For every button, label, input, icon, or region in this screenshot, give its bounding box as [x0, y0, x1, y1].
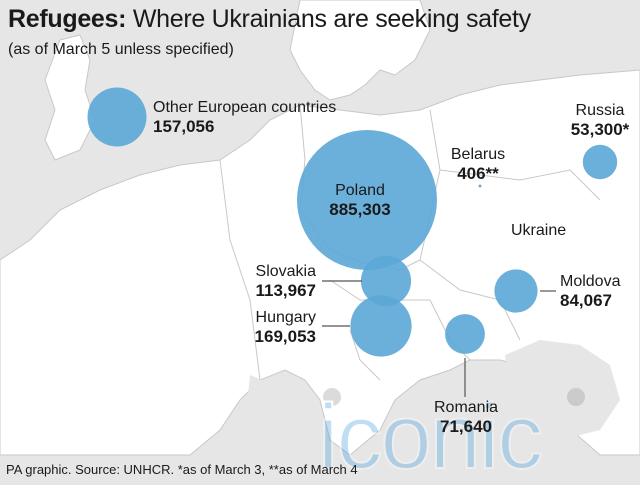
bubble-poland [297, 130, 437, 270]
label-poland: Poland 885,303 [310, 181, 410, 219]
label-value: 169,053 [254, 327, 316, 346]
label-slovakia: Slovakia 113,967 [216, 262, 316, 300]
label-name: Hungary [255, 309, 316, 326]
page-title: Refugees: Where Ukrainians are seeking s… [8, 4, 531, 34]
bubble-russia [582, 144, 618, 180]
refugee-bubbles [87, 87, 618, 357]
label-belarus: Belarus 406** [433, 145, 523, 183]
land-continental-europe [0, 69, 640, 456]
label-name: Slovakia [255, 263, 316, 280]
label-value: 113,967 [255, 281, 316, 300]
sea-black-sea [505, 340, 620, 440]
label-value: 71,640 [440, 417, 492, 436]
label-other-european: Other European countries 157,056 [153, 98, 336, 136]
label-value: 885,303 [329, 200, 391, 219]
bubble-hungary [350, 295, 412, 357]
watermark-dot [567, 388, 585, 406]
label-name: Romania [433, 399, 499, 416]
label-name: Poland [335, 182, 385, 199]
subtitle: (as of March 5 unless specified) [8, 41, 234, 58]
leader-lines [322, 280, 556, 397]
label-romania: Romania 71,640 [416, 398, 516, 436]
bubble-belarus [478, 184, 482, 188]
sea-adriatic [248, 375, 310, 445]
label-name: Belarus [450, 146, 506, 163]
label-value: 406** [457, 164, 499, 183]
label-moldova: Moldova 84,067 [560, 272, 620, 310]
bubble-slovakia [360, 255, 412, 307]
land-britain [44, 34, 96, 161]
label-russia: Russia 53,300* [555, 101, 640, 139]
title-bold: Refugees: [8, 5, 127, 33]
watermark-dot [323, 388, 341, 406]
title-rest: Where Ukrainians are seeking safety [126, 5, 531, 33]
watermark-logo: iconic [317, 385, 585, 485]
label-value: 157,056 [153, 117, 215, 136]
watermark-text: iconic [318, 386, 541, 485]
bubble-moldova [494, 269, 538, 313]
bubble-other-european [87, 87, 147, 147]
label-ukraine: Ukraine [511, 222, 567, 239]
label-name: Moldova [560, 273, 621, 290]
label-value: 84,067 [560, 291, 612, 310]
label-name: Russia [575, 102, 625, 119]
label-hungary: Hungary 169,053 [216, 308, 316, 346]
source-note: PA graphic. Source: UNHCR. *as of March … [6, 462, 358, 477]
land-scandinavia [289, 0, 431, 101]
bubble-romania [445, 314, 485, 354]
label-value: 53,300* [570, 120, 630, 139]
label-name: Other European countries [153, 99, 337, 116]
